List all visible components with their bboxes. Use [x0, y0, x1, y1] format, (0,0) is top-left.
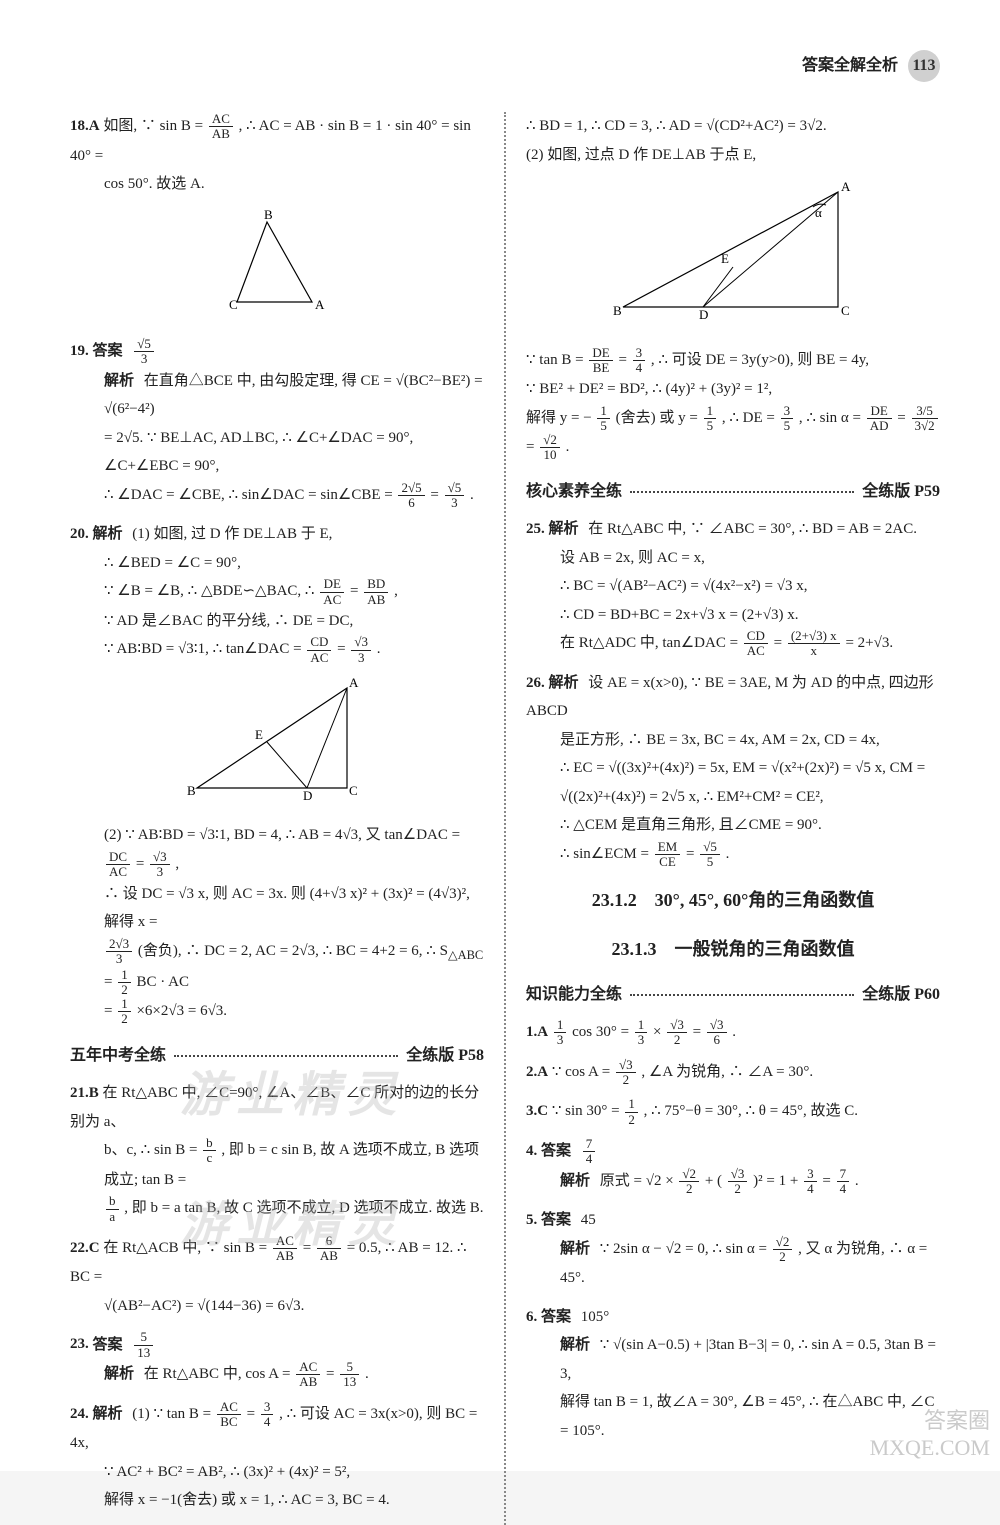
columns: 18.A 如图, ∵ sin B = ACAB , ∴ AC = AB · si…	[70, 112, 940, 1525]
problem-26: 26. 解析 设 AE = x(x>0), ∵ BE = 3AE, M 为 AD…	[526, 669, 940, 870]
page-header: 答案全解全析 113	[70, 50, 940, 82]
page-number: 113	[908, 50, 940, 82]
svg-text:C: C	[229, 297, 238, 312]
header-title: 答案全解全析	[802, 57, 898, 74]
answer-label: 答案	[541, 1309, 571, 1325]
svg-text:A: A	[315, 297, 325, 312]
p19-num: 19.	[70, 343, 89, 359]
problem-24: 24. 解析 (1) ∵ tan B = ACBC = 34 , ∴ 可设 AC…	[70, 1400, 484, 1515]
watermark-corner: 答案圈 MXQE.COM	[870, 1408, 990, 1461]
analysis-label: 解析	[560, 1337, 590, 1353]
problem-21: 21.B 在 Rt△ABC 中, ∠C=90°, ∠A、∠B、∠C 所对的边的长…	[70, 1079, 484, 1224]
q5-num: 5.	[526, 1212, 537, 1228]
p23-num: 23.	[70, 1337, 89, 1353]
problem-19: 19. 答案 √53 解析 在直角△BCE 中, 由勾股定理, 得 CE = √…	[70, 337, 484, 510]
problem-18: 18.A 如图, ∵ sin B = ACAB , ∴ AC = AB · si…	[70, 112, 484, 327]
problem-20: 20. 解析 (1) 如图, 过 D 作 DE⊥AB 于 E, ∴ ∠BED =…	[70, 520, 484, 1026]
p18-num: 18.A	[70, 118, 100, 134]
section-knowledge: 知识能力全练 全练版 P60	[526, 980, 940, 1010]
problem-22: 22.C 在 Rt△ACB 中, ∵ sin B = ACAB = 6AB = …	[70, 1234, 484, 1321]
problem-2: 2.A ∵ cos A = √32 , ∠A 为锐角, ∴ ∠A = 30°.	[526, 1058, 940, 1088]
svg-text:α: α	[815, 205, 822, 220]
analysis-label: 解析	[560, 1173, 590, 1189]
svg-text:E: E	[721, 251, 729, 266]
q6-num: 6.	[526, 1309, 537, 1325]
problem-3: 3.C ∵ sin 30° = 12 , ∴ 75°−θ = 30°, ∴ θ …	[526, 1097, 940, 1127]
p22-num: 22.C	[70, 1240, 100, 1256]
heading-2313: 23.1.3 一般锐角的三角函数值	[526, 932, 940, 966]
answer-label: 答案	[541, 1212, 571, 1228]
problem-25: 25. 解析 在 Rt△ABC 中, ∵ ∠ABC = 30°, ∴ BD = …	[526, 515, 940, 659]
analysis-label: 解析	[93, 526, 123, 542]
p24b-figure: A E B D C α	[526, 177, 940, 338]
problem-5: 5. 答案 45 解析 ∵ 2sin α − √2 = 0, ∴ sin α =…	[526, 1206, 940, 1293]
p24-num: 24.	[70, 1406, 89, 1422]
p26-num: 26.	[526, 675, 545, 691]
analysis-label: 解析	[93, 1406, 123, 1422]
answer-label: 答案	[93, 1337, 123, 1353]
answer-label: 答案	[93, 343, 123, 359]
p20-figure: A E B D C	[70, 673, 484, 814]
p25-num: 25.	[526, 521, 545, 537]
svg-text:D: D	[303, 788, 312, 803]
q1-num: 1.A	[526, 1024, 548, 1040]
problem-1: 1.A 13 cos 30° = 13 × √32 = √36 .	[526, 1018, 940, 1048]
svg-text:B: B	[613, 303, 622, 318]
svg-text:B: B	[264, 207, 273, 222]
column-divider	[504, 112, 506, 1525]
svg-text:C: C	[841, 303, 850, 318]
q2-num: 2.A	[526, 1064, 548, 1080]
section-5year: 五年中考全练 全练版 P58	[70, 1041, 484, 1071]
analysis-label: 解析	[104, 373, 134, 389]
analysis-label: 解析	[549, 675, 579, 691]
svg-text:B: B	[187, 783, 196, 798]
q4-num: 4.	[526, 1143, 537, 1159]
problem-23: 23. 答案 513 解析 在 Rt△ABC 中, cos A = ACAB =…	[70, 1330, 484, 1389]
analysis-label: 解析	[560, 1241, 590, 1257]
svg-text:A: A	[841, 179, 851, 194]
p18-t3: cos 50°. 故选 A.	[70, 170, 484, 199]
svg-text:E: E	[255, 727, 263, 742]
svg-text:D: D	[699, 307, 708, 322]
p21-num: 21.B	[70, 1085, 99, 1101]
problem-4: 4. 答案 74 解析 原式 = √2 × √22 + ( √32 )² = 1…	[526, 1137, 940, 1196]
analysis-label: 解析	[549, 521, 579, 537]
p18-t1: 如图, ∵ sin B =	[103, 118, 206, 134]
q3-num: 3.C	[526, 1104, 548, 1120]
p18-figure: B C A	[70, 207, 484, 328]
answer-label: 答案	[541, 1143, 571, 1159]
heading-2312: 23.1.2 30°, 45°, 60°角的三角函数值	[526, 883, 940, 917]
p20-num: 20.	[70, 526, 89, 542]
section-core: 核心素养全练 全练版 P59	[526, 477, 940, 507]
right-column: ∴ BD = 1, ∴ CD = 3, ∴ AD = √(CD²+AC²) = …	[526, 112, 940, 1525]
svg-text:C: C	[349, 783, 358, 798]
page: 答案全解全析 113 18.A 如图, ∵ sin B = ACAB , ∴ A…	[0, 0, 1000, 1471]
svg-text:A: A	[349, 675, 359, 690]
left-column: 18.A 如图, ∵ sin B = ACAB , ∴ AC = AB · si…	[70, 112, 484, 1525]
problem-24-cont: ∴ BD = 1, ∴ CD = 3, ∴ AD = √(CD²+AC²) = …	[526, 112, 940, 463]
analysis-label: 解析	[104, 1366, 134, 1382]
